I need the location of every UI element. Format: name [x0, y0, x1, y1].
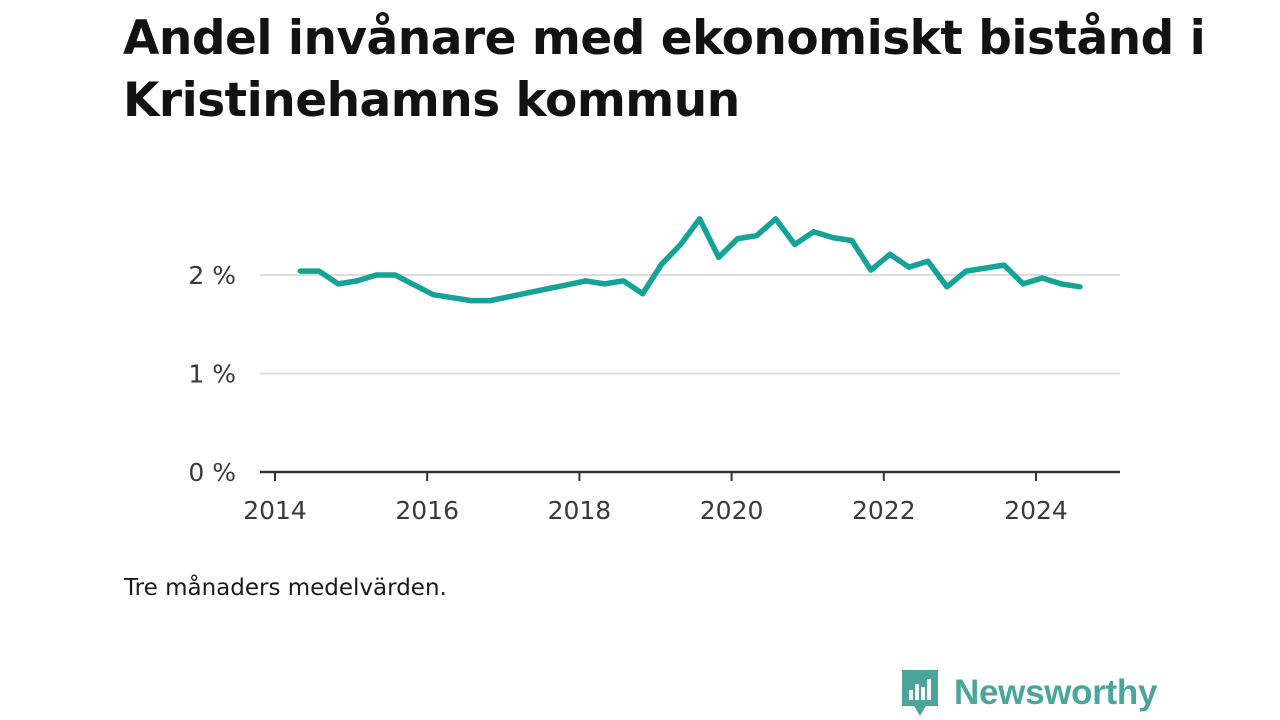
chart-title: Andel invånare med ekonomiskt bistånd i …: [123, 11, 1206, 128]
data-point: [678, 241, 684, 248]
data-point: [658, 261, 665, 267]
data-point: [620, 278, 627, 284]
data-point: [354, 278, 360, 284]
data-point: [716, 254, 722, 260]
data-point: [1001, 262, 1007, 268]
data-point: [1058, 281, 1064, 287]
x-tick-label: 2020: [700, 496, 764, 525]
data-point: [563, 282, 570, 288]
series-line: [300, 216, 1081, 304]
data-point: [849, 237, 855, 244]
data-point: [392, 272, 398, 278]
data-point: [601, 281, 608, 287]
data-point: [925, 258, 931, 264]
data-point: [792, 241, 798, 248]
data-point: [316, 268, 322, 274]
data-point: [373, 272, 379, 278]
data-point: [868, 267, 874, 273]
x-tick-label: 2014: [243, 496, 307, 525]
data-point: [639, 291, 646, 297]
data-point: [982, 265, 988, 271]
x-tick-label: 2018: [548, 496, 612, 525]
data-point: [944, 284, 950, 290]
chart-note: Tre månaders medelvärden.: [124, 575, 447, 601]
data-point: [735, 235, 741, 242]
data-point: [582, 278, 589, 284]
data-point: [430, 292, 436, 298]
y-tick-label: 2 %: [188, 261, 236, 290]
data-point: [887, 251, 893, 257]
x-tick-label: 2016: [395, 496, 459, 525]
data-point: [544, 286, 551, 292]
data-point: [754, 233, 760, 239]
data-point: [773, 216, 779, 222]
y-tick-label: 1 %: [188, 360, 236, 389]
data-point: [906, 264, 912, 270]
newsworthy-logo-icon: [902, 670, 938, 716]
data-point: [449, 295, 455, 301]
data-point: [506, 294, 512, 300]
data-point: [811, 229, 817, 235]
brand-name: Newsworthy: [954, 673, 1158, 712]
data-point: [335, 281, 341, 287]
data-point: [525, 290, 532, 296]
data-point: [830, 234, 836, 241]
data-point: [411, 282, 417, 288]
data-point: [468, 298, 474, 304]
x-tick-label: 2022: [852, 496, 916, 525]
x-tick-label: 2024: [1004, 496, 1068, 525]
data-point: [487, 298, 493, 304]
data-point: [1077, 284, 1083, 290]
data-point: [297, 268, 303, 274]
data-point: [1039, 275, 1045, 281]
data-point: [697, 216, 703, 222]
newsworthy-logo[interactable]: Newsworthy: [900, 668, 1157, 718]
data-point: [963, 268, 969, 274]
y-tick-label: 0 %: [188, 458, 236, 487]
data-point: [1020, 281, 1026, 287]
